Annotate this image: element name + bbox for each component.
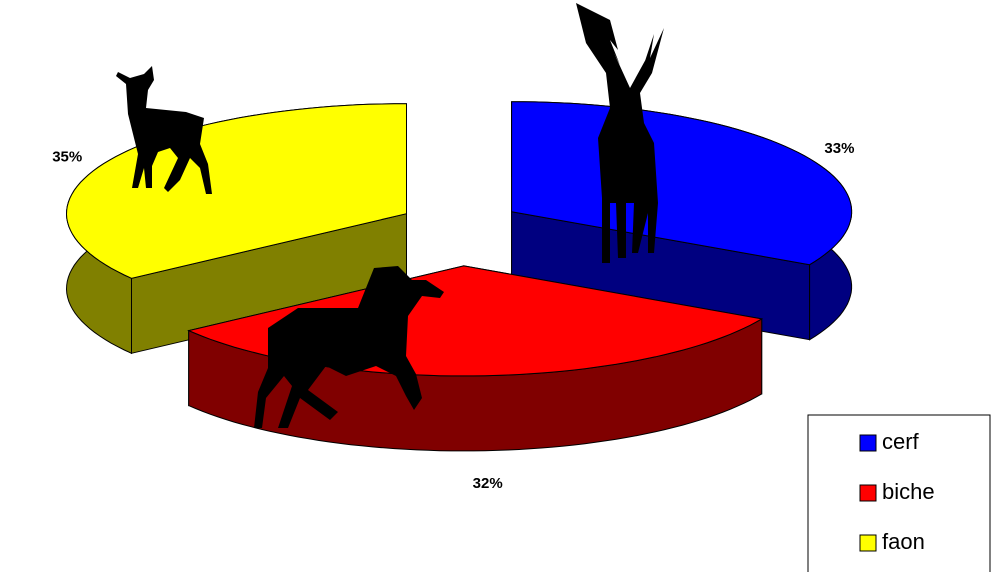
- chart: cerf biche faon 33% 35% 32%: [0, 0, 1005, 572]
- data-label: 32%: [473, 475, 503, 492]
- legend-swatch: [860, 535, 876, 551]
- data-label: 35%: [52, 149, 82, 166]
- legend-swatch: [860, 435, 876, 451]
- legend-label: biche: [882, 479, 935, 504]
- data-label: 33%: [824, 140, 854, 157]
- legend-label: cerf: [882, 429, 920, 454]
- legend: cerf biche faon: [808, 415, 990, 572]
- legend-swatch: [860, 485, 876, 501]
- legend-label: faon: [882, 529, 925, 554]
